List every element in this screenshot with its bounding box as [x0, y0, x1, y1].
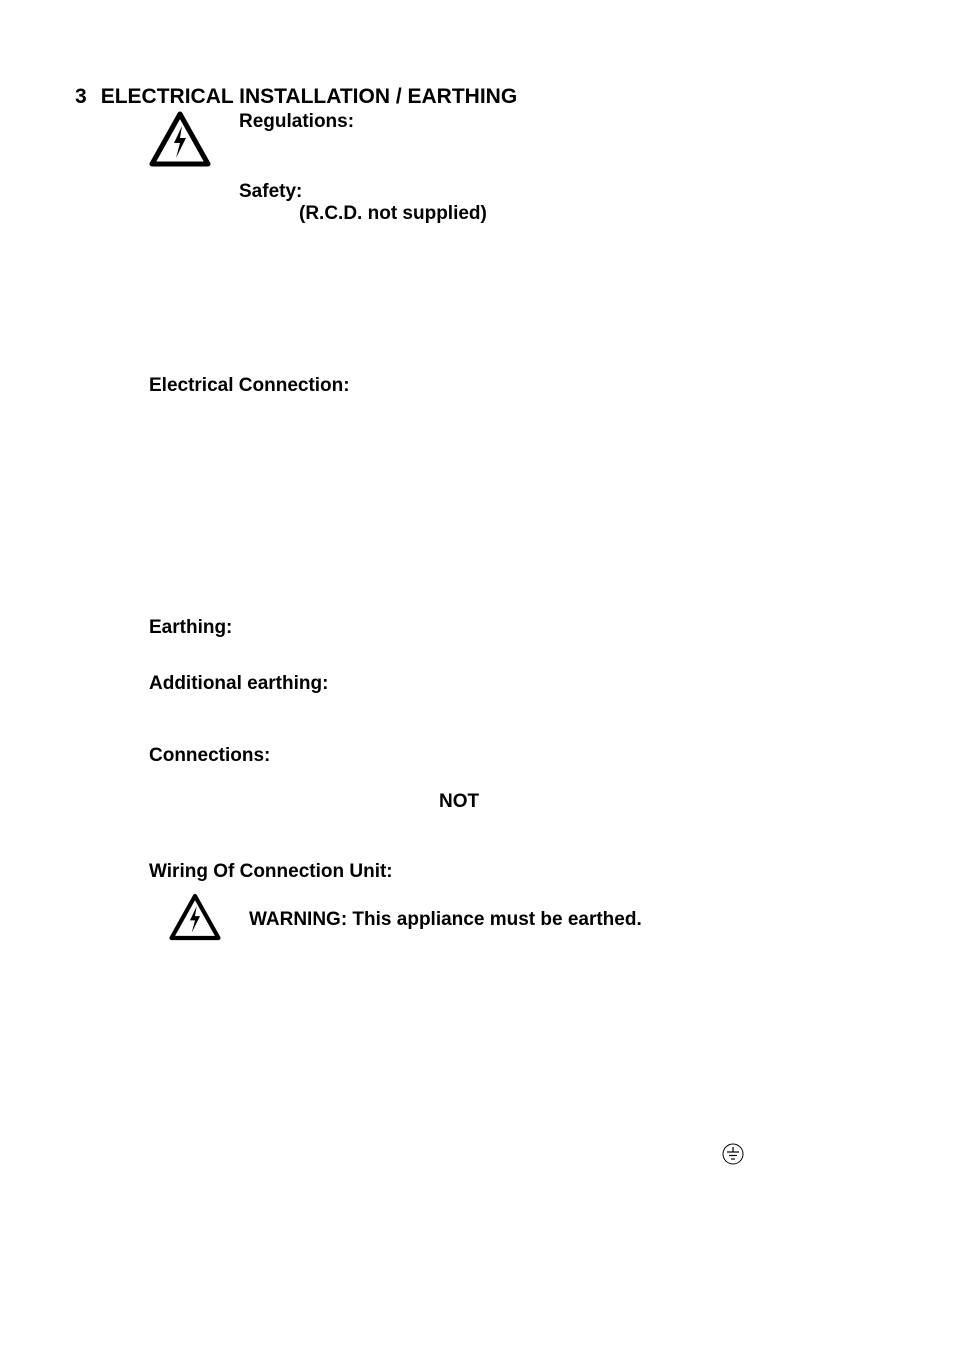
content-block: Regulations: Safety: (R.C.D. not supplie… [149, 111, 879, 946]
connections-field: Connections: [149, 745, 879, 767]
safety-label: Safety: [239, 181, 302, 202]
earthing-label: Earthing: [149, 617, 232, 638]
regulations-row: Regulations: Safety: (R.C.D. not supplie… [149, 111, 879, 225]
additional-earthing-field: Additional earthing: [149, 673, 879, 695]
warning-row: WARNING: This appliance must be earthed. [169, 893, 879, 946]
warning-text: WARNING: This appliance must be earthed. [249, 909, 642, 931]
electrical-connection-field: Electrical Connection: [149, 375, 879, 397]
regulations-safety-block: Regulations: Safety: (R.C.D. not supplie… [239, 111, 487, 225]
connections-emphasis-row [149, 767, 879, 791]
regulations-label: Regulations: [239, 111, 354, 132]
regulations-field: Regulations: [239, 111, 487, 133]
safety-note-field: (R.C.D. not supplied) [299, 203, 487, 225]
safety-note: (R.C.D. not supplied) [299, 203, 487, 224]
additional-earthing-label: Additional earthing: [149, 673, 328, 694]
electrical-connection-label: Electrical Connection: [149, 375, 350, 396]
wiring-label: Wiring Of Connection Unit: [149, 861, 393, 882]
earthing-field: Earthing: [149, 617, 879, 639]
earth-symbol-icon [722, 1143, 744, 1170]
electrical-hazard-icon [149, 111, 211, 172]
section-number: 3 [75, 85, 87, 109]
connections-emphasis: NOT [439, 791, 479, 812]
wiring-field: Wiring Of Connection Unit: [149, 861, 879, 883]
section-header: 3 ELECTRICAL INSTALLATION / EARTHING [75, 85, 879, 109]
connections-label: Connections: [149, 745, 270, 766]
electrical-hazard-icon [169, 893, 221, 946]
section-title: ELECTRICAL INSTALLATION / EARTHING [101, 85, 517, 109]
safety-field: Safety: [239, 181, 487, 203]
